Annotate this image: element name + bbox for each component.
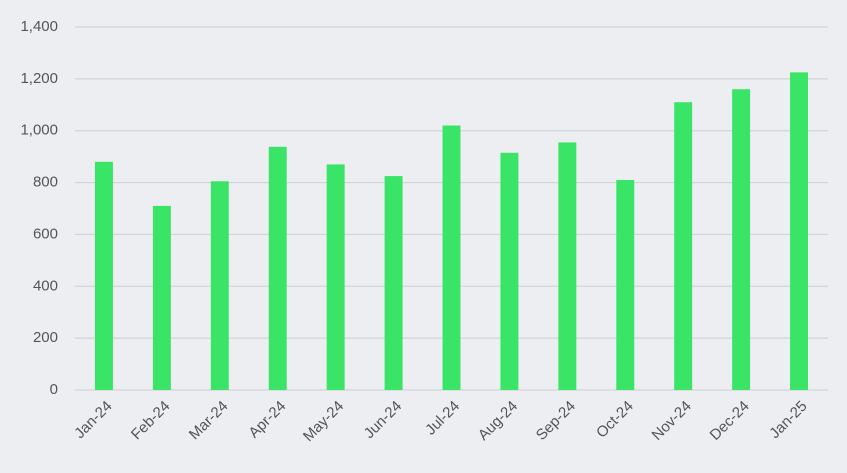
x-tick-label: May-24 — [300, 398, 347, 445]
bar — [384, 176, 403, 390]
y-tick-label: 0 — [50, 381, 58, 398]
bar — [732, 89, 751, 390]
bar — [674, 102, 693, 390]
bar — [152, 205, 171, 390]
x-tick-label: Jul-24 — [422, 398, 463, 439]
bar — [94, 161, 113, 390]
bar — [616, 179, 635, 390]
y-tick-label: 1,400 — [20, 18, 58, 35]
bar — [210, 181, 229, 390]
x-tick-label: Nov-24 — [649, 398, 695, 444]
y-tick-label: 800 — [33, 174, 58, 191]
bar — [500, 152, 519, 390]
x-tick-label: Dec-24 — [707, 398, 753, 444]
y-tick-label: 600 — [33, 225, 58, 242]
x-tick-label: Jan-25 — [766, 398, 810, 442]
bar — [558, 142, 577, 390]
y-tick-label: 1,200 — [20, 70, 58, 87]
x-tick-label: Jun-24 — [361, 398, 405, 442]
bar — [326, 164, 345, 390]
bar — [790, 72, 809, 390]
bar — [268, 146, 287, 390]
x-tick-label: Apr-24 — [246, 398, 290, 442]
bar — [442, 125, 461, 391]
x-tick-label: Aug-24 — [475, 398, 521, 444]
x-tick-label: Mar-24 — [186, 398, 232, 444]
y-tick-label: 200 — [33, 329, 58, 346]
y-tick-label: 400 — [33, 277, 58, 294]
y-tick-label: 1,000 — [20, 122, 58, 139]
x-tick-label: Sep-24 — [533, 398, 579, 444]
x-tick-label: Feb-24 — [128, 398, 174, 444]
x-tick-label: Jan-24 — [71, 398, 115, 442]
x-tick-label: Oct-24 — [593, 398, 637, 442]
